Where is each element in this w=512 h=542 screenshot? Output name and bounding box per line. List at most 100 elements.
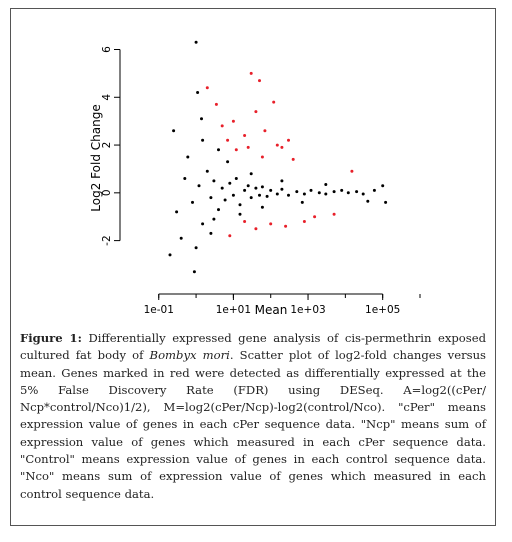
data-point xyxy=(291,157,295,161)
data-point xyxy=(260,185,264,189)
data-point xyxy=(194,246,198,250)
data-point xyxy=(191,200,194,204)
data-point xyxy=(372,188,376,192)
data-point xyxy=(226,160,230,164)
data-point xyxy=(332,212,336,216)
data-point xyxy=(313,215,317,219)
data-point xyxy=(280,179,284,183)
y-tick-label: -2 xyxy=(101,235,113,245)
data-point xyxy=(197,184,201,188)
data-point xyxy=(258,193,261,197)
ma-plot: 1e-01 1e+01 1e+03 1e+05 -2 0 2 4 6 Log2 Fold Cha… xyxy=(89,40,421,317)
data-point xyxy=(269,222,273,226)
data-point xyxy=(179,236,183,240)
data-point xyxy=(355,190,359,194)
data-point xyxy=(214,102,218,106)
data-point xyxy=(201,222,205,226)
x-axis-title: Mean xyxy=(255,303,288,317)
caption-text-1: Differentially expressed gene analysis o… xyxy=(20,331,486,363)
data-point xyxy=(309,188,313,192)
data-point xyxy=(231,193,235,197)
data-point xyxy=(381,184,385,188)
data-point xyxy=(234,177,238,180)
data-point xyxy=(254,110,258,114)
data-point xyxy=(346,191,350,195)
data-point xyxy=(246,184,250,188)
data-point xyxy=(324,192,328,196)
data-point xyxy=(192,270,196,274)
figure-frame xyxy=(10,8,496,526)
y-tick-label: 4 xyxy=(101,94,113,101)
data-point xyxy=(231,119,235,123)
data-point xyxy=(366,199,370,203)
data-point xyxy=(228,234,232,238)
data-point xyxy=(249,196,253,200)
data-point xyxy=(260,155,264,159)
plot-area xyxy=(168,40,388,274)
data-point xyxy=(275,192,279,196)
data-point xyxy=(200,117,203,121)
data-point xyxy=(243,220,247,223)
data-point xyxy=(284,224,288,228)
data-point xyxy=(217,208,220,212)
data-point xyxy=(272,100,276,104)
x-tick-label: 1e+03 xyxy=(290,304,325,316)
data-point xyxy=(269,188,273,192)
data-point xyxy=(175,210,179,214)
data-point xyxy=(340,188,344,192)
data-point xyxy=(254,227,258,231)
data-point xyxy=(265,194,269,198)
data-point xyxy=(205,169,209,173)
data-point xyxy=(280,187,284,191)
y-tick-label: 2 xyxy=(101,142,113,149)
y-tick-label: 6 xyxy=(101,46,113,53)
data-point xyxy=(209,196,213,200)
x-tick-label: 1e+01 xyxy=(216,304,251,316)
caption-label: Figure 1: xyxy=(20,331,82,345)
data-point xyxy=(287,193,290,197)
data-point xyxy=(260,205,264,209)
data-point xyxy=(220,186,224,190)
data-point xyxy=(317,191,321,195)
data-point xyxy=(226,138,230,142)
data-point xyxy=(287,138,290,142)
data-point xyxy=(249,172,253,176)
data-point xyxy=(302,192,306,196)
data-point xyxy=(275,143,279,147)
data-point xyxy=(238,203,242,207)
data-point xyxy=(196,91,200,94)
data-point xyxy=(205,86,209,90)
data-point xyxy=(238,212,242,216)
data-point xyxy=(228,181,232,185)
data-point xyxy=(168,253,172,257)
data-point xyxy=(324,183,328,186)
data-point xyxy=(234,148,238,152)
data-point xyxy=(209,231,213,235)
data-point xyxy=(350,169,354,173)
axes: 1e-01 1e+01 1e+03 1e+05 -2 0 2 4 6 xyxy=(101,46,421,316)
data-point xyxy=(295,190,299,194)
data-point xyxy=(300,200,304,204)
x-tick-label: 1e+05 xyxy=(365,304,400,316)
data-point xyxy=(220,124,224,128)
caption-species: Bombyx mori xyxy=(149,348,230,363)
y-axis-title: Log2 Fold Change xyxy=(89,104,103,211)
data-point xyxy=(249,71,253,75)
data-point xyxy=(263,129,267,133)
data-point xyxy=(258,79,261,83)
data-point xyxy=(172,129,176,133)
figure-caption: Figure 1: Differentially expressed gene … xyxy=(20,330,486,503)
data-point xyxy=(217,148,220,152)
data-point xyxy=(246,145,250,149)
data-point xyxy=(254,186,258,190)
data-point xyxy=(332,190,336,194)
data-point xyxy=(201,138,205,142)
data-point xyxy=(384,200,388,204)
data-point xyxy=(183,177,187,180)
data-point xyxy=(302,220,306,223)
data-point xyxy=(212,217,216,221)
data-point xyxy=(280,145,284,149)
data-point xyxy=(186,155,190,159)
y-tick-label: 0 xyxy=(101,189,113,196)
data-point xyxy=(212,179,216,183)
